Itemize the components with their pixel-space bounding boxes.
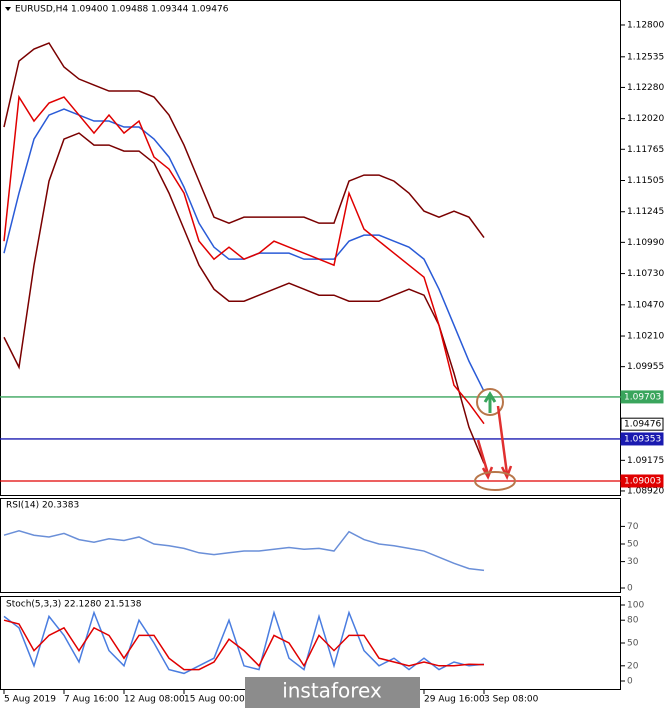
y-tick-label: 0: [627, 677, 633, 687]
y-tick-label: 1.12800: [627, 20, 664, 30]
y-tick-label: 1.10210: [627, 332, 664, 342]
level-label-box: [620, 474, 664, 488]
y-tick-label: 100: [627, 601, 644, 611]
down-arrow: [496, 405, 513, 481]
series-line: [3, 42, 485, 238]
level-label: 1.09003: [624, 476, 661, 486]
series-line: [3, 132, 485, 464]
menu-icon: [5, 7, 11, 11]
level-label: 1.09353: [624, 434, 661, 444]
y-tick-label: 1.09175: [627, 456, 664, 466]
up-arrow: [483, 391, 497, 413]
y-tick-label: 1.11245: [627, 207, 664, 217]
y-tick-label: 50: [627, 540, 639, 550]
y-tick-label: 1.11505: [627, 176, 664, 186]
chart-title: EURUSD,H4 1.09400 1.09488 1.09344 1.0947…: [15, 5, 229, 15]
y-tick-label: 1.12535: [627, 52, 664, 62]
y-tick-label: 70: [627, 522, 639, 532]
main-panel: [0, 0, 621, 496]
level-label-box: [620, 390, 664, 404]
series-line: [3, 530, 485, 572]
y-tick-label: 20: [627, 661, 639, 671]
series-line: [3, 108, 485, 392]
stoch-title: Stoch(5,3,3) 22.1280 21.5138: [6, 600, 142, 610]
watermark-box: [245, 677, 420, 708]
circle-mark: [476, 388, 504, 416]
series-line: [3, 609, 485, 675]
x-tick-label: 15 Aug 00:00: [184, 695, 245, 705]
y-tick-label: 1.08920: [627, 486, 664, 496]
x-tick-label: 3 Sep 08:00: [484, 695, 539, 705]
y-tick-label: 50: [627, 639, 639, 649]
y-tick-label: 1.09955: [627, 362, 664, 372]
y-tick-label: 1.12020: [627, 114, 664, 124]
y-tick-label: 80: [627, 616, 639, 626]
circle-mark: [474, 471, 516, 491]
series-line: [3, 619, 485, 671]
y-tick-label: 1.12280: [627, 83, 664, 93]
level-label: 1.09476: [624, 420, 661, 430]
y-tick-label: 30: [627, 557, 639, 567]
x-tick-label: 7 Aug 16:00: [64, 695, 119, 705]
y-tick-label: 1.10990: [627, 238, 664, 248]
watermark: instaforex: [282, 679, 382, 703]
down-arrow: [476, 439, 494, 480]
series-line: [3, 94, 485, 425]
x-tick-label: 12 Aug 08:00: [124, 695, 185, 705]
y-tick-label: 0: [627, 584, 633, 594]
rsi-panel: [0, 498, 621, 593]
x-tick-label: 29 Aug 16:00: [424, 695, 485, 705]
y-tick-label: 1.10730: [627, 269, 664, 279]
x-tick-label: 5 Aug 2019: [4, 695, 56, 705]
level-label-box: [620, 432, 664, 446]
y-tick-label: 1.11765: [627, 145, 664, 155]
level-label: 1.09703: [624, 392, 661, 402]
level-label-box: [620, 417, 664, 431]
rsi-title: RSI(14) 20.3383: [6, 501, 79, 511]
y-tick-label: 1.10470: [627, 300, 664, 310]
stoch-panel: [0, 596, 621, 690]
annotations: [474, 388, 516, 491]
